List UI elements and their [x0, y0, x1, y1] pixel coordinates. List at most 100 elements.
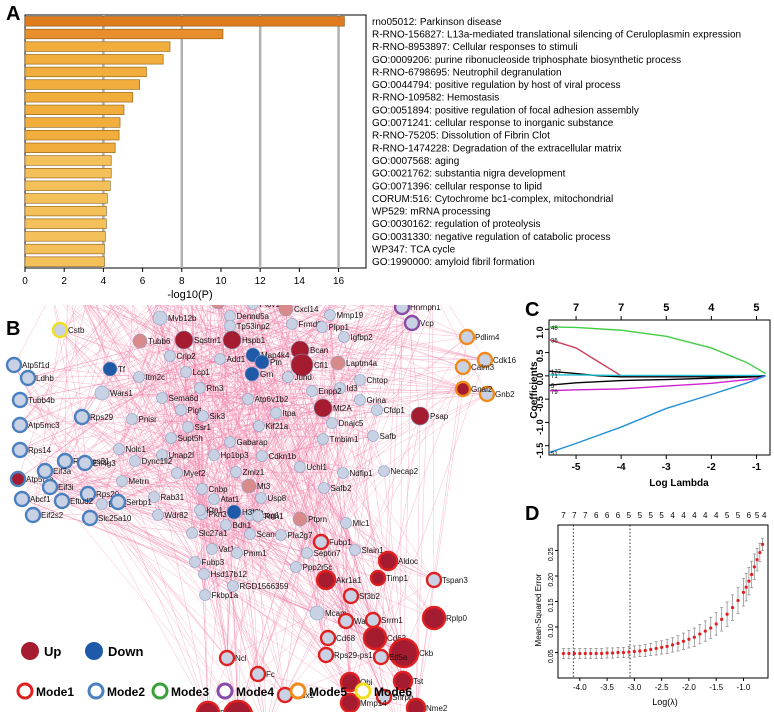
network-edge — [258, 425, 374, 437]
network-node-label: Abcf1 — [30, 495, 51, 504]
panel-d-top-tick-label: 6 — [605, 511, 610, 520]
network-node — [208, 493, 220, 505]
network-node-label: Tst — [413, 677, 424, 686]
panel-a-x-axis-title: -log10(P) — [167, 289, 212, 301]
network-node-label: Slain1 — [362, 546, 385, 555]
network-edge — [44, 470, 282, 536]
panel-c-x-axis-title: Log Lambda — [649, 478, 709, 489]
network-edge — [201, 438, 324, 490]
network-node-label: Wars1 — [110, 389, 133, 398]
panel-d-point — [687, 637, 691, 641]
panel-d-point — [714, 622, 718, 626]
panel-c-y-tick-label: -1.0 — [535, 419, 545, 435]
network-node — [388, 637, 420, 669]
network-node-label: Chtop — [367, 376, 389, 385]
network-node — [354, 394, 366, 406]
network-edge — [203, 573, 329, 639]
network-edge — [247, 305, 253, 375]
panel-d-top-tick-label: 5 — [725, 511, 730, 520]
panel-a-bar — [24, 66, 147, 78]
network-edge — [109, 368, 238, 554]
panel-d-x-axis-title: Log(λ) — [652, 697, 678, 707]
network-edge — [117, 501, 238, 554]
network-edge — [255, 305, 486, 361]
network-edge — [239, 305, 356, 551]
panel-d-cv-error: D -4.0 -3.5 -3.0 -2.5 -2.0 -1.5 -1.0 0.05 0.10 0.… — [525, 503, 769, 707]
panel-d-point — [561, 651, 566, 656]
network-node — [214, 353, 226, 365]
network-node-label: Gabarap — [237, 438, 269, 447]
network-node — [454, 380, 472, 398]
network-edge — [329, 314, 404, 682]
panel-d-point — [610, 651, 615, 655]
panel-a-x-tick-label: 6 — [140, 276, 146, 287]
network-node-label: Tubb6 — [148, 337, 171, 346]
network-node — [13, 490, 31, 508]
panel-c-x-tick-label: -1 — [752, 462, 761, 473]
network-edge — [176, 305, 347, 474]
network-edge — [219, 305, 233, 341]
network-edge — [138, 305, 251, 378]
network-edge — [133, 305, 141, 342]
legend-mode-label: Mode3 — [171, 685, 209, 699]
panel-d-top-tick-label: 6 — [747, 511, 752, 520]
panel-a-bars — [24, 16, 345, 267]
panel-a-term-label: WP529: mRNA processing — [372, 207, 490, 218]
network-node — [220, 519, 232, 531]
network-node-label: Mcam — [325, 609, 347, 618]
network-node-label: Eif3a — [53, 467, 72, 476]
network-edge — [229, 325, 488, 395]
network-node — [275, 529, 287, 541]
network-edge — [339, 387, 385, 472]
network-edge — [301, 364, 374, 437]
panel-d-top-tick-label: 5 — [755, 511, 760, 520]
panel-a-bar — [24, 180, 111, 191]
network-node-label: Cdkn1b — [269, 452, 297, 461]
network-node — [454, 358, 472, 376]
network-node — [318, 482, 330, 494]
panel-a-term-label: CORUM:516: Cytochrome bc1-complex, mitoc… — [372, 194, 613, 205]
network-edge — [219, 305, 338, 360]
panel-d-point — [730, 606, 735, 610]
network-node-label: Atat1 — [221, 495, 240, 504]
network-edge — [95, 305, 201, 511]
network-node — [156, 392, 168, 404]
panel-d-x-tick-label: -2.0 — [682, 683, 696, 692]
network-edge — [225, 322, 413, 526]
panel-d-point — [567, 651, 571, 656]
network-node-label: Hp1bp3 — [221, 451, 250, 460]
network-edge — [329, 305, 377, 316]
network-node — [375, 688, 393, 706]
network-edge — [138, 305, 187, 378]
panel-a-bar-chart: A 0 2 4 6 8 10 12 14 16 rno05012: Parkinson dise… — [6, 3, 741, 301]
network-edge — [152, 305, 204, 417]
panel-d-top-tick-label: 4 — [670, 511, 675, 520]
network-edge — [139, 340, 486, 361]
panel-d-x-tick-label: -1.0 — [737, 683, 751, 692]
network-node — [198, 568, 210, 580]
network-node-label: Cd63 — [387, 634, 407, 643]
network-edge — [117, 317, 161, 503]
network-node-label: Rtn3 — [207, 384, 224, 393]
network-edge — [19, 392, 103, 451]
panel-a-term-label: GO:0044794: positive regulation by host … — [372, 80, 620, 91]
network-edge — [134, 305, 169, 462]
panel-d-top-tick-label: 5 — [627, 511, 632, 520]
panel-d-point — [747, 579, 751, 583]
network-node — [369, 569, 387, 587]
network-node-label: Pigt — [188, 406, 203, 415]
network-node-label: Hspb1 — [242, 336, 266, 345]
panel-d-y-tick-label: 0.25 — [548, 547, 555, 561]
network-edge — [257, 673, 264, 712]
network-node — [254, 354, 270, 370]
network-node — [227, 580, 239, 592]
network-edge — [134, 460, 352, 597]
legend-up-label: Up — [44, 644, 61, 659]
network-node — [5, 356, 23, 374]
network-edge — [229, 325, 385, 698]
panel-d-top-tick-label: 4 — [681, 511, 686, 520]
legend-mode-swatch — [354, 682, 372, 700]
panel-c-series-label: 48 — [551, 326, 558, 332]
network-node-label: Fkbp1a — [212, 591, 239, 600]
panel-a-bar — [24, 16, 345, 27]
